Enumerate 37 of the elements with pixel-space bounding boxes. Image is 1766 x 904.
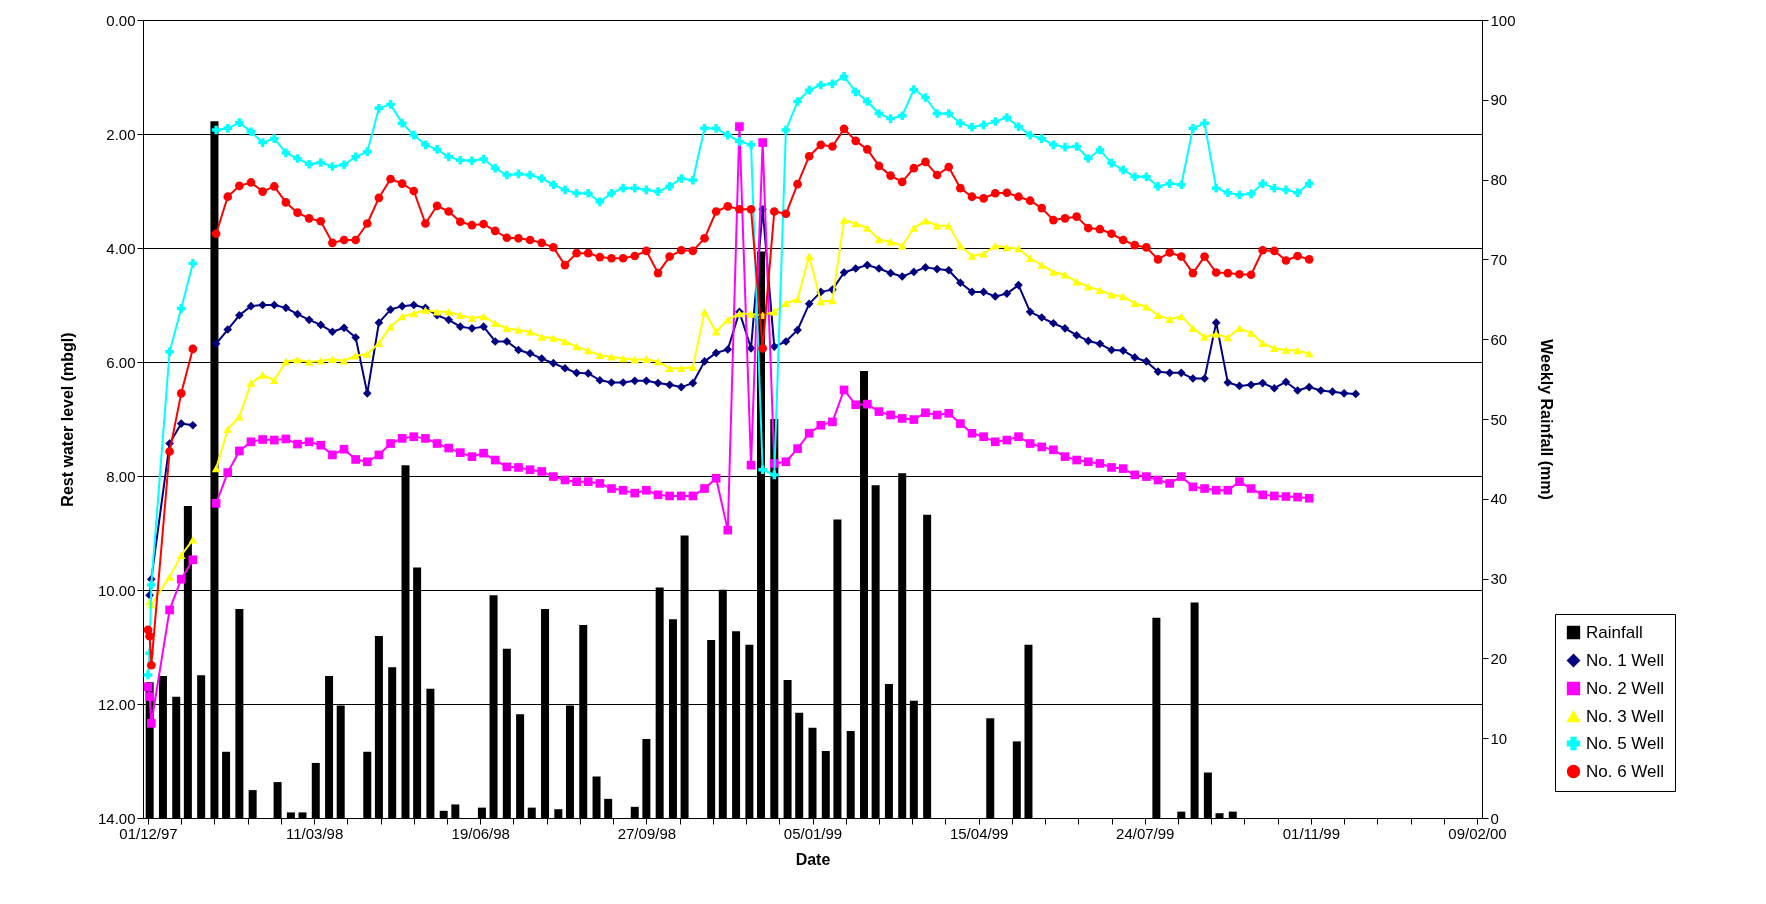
y-tick-label: 6.00 bbox=[106, 353, 136, 371]
y2-tick-label: 70 bbox=[1490, 250, 1508, 268]
y-axis-title: Rest water level (mbgl) bbox=[58, 332, 76, 507]
x-tick-label: 19/06/98 bbox=[451, 824, 510, 842]
legend-label: Rainfall bbox=[1586, 622, 1643, 642]
x-axis-title: Date bbox=[795, 850, 831, 868]
x-tick-label: 01/11/99 bbox=[1282, 824, 1341, 842]
legend-label: No. 5 Well bbox=[1586, 733, 1665, 753]
legend-label: No. 6 Well bbox=[1586, 761, 1665, 781]
y-tick-label: 2.00 bbox=[106, 125, 136, 143]
y2-tick-label: 60 bbox=[1490, 330, 1508, 348]
y2-tick-label: 50 bbox=[1490, 410, 1508, 428]
x-tick-label: 24/07/99 bbox=[1116, 824, 1175, 842]
x-tick-label: 09/02/00 bbox=[1448, 824, 1507, 842]
y2-axis-title: Weekly Rainfall (mm) bbox=[1537, 339, 1555, 500]
y-tick-label: 12.00 bbox=[97, 695, 136, 713]
y-tick-label: 8.00 bbox=[106, 467, 136, 485]
y-tick-label: 10.00 bbox=[97, 581, 136, 599]
y2-tick-label: 100 bbox=[1490, 11, 1516, 29]
y2-tick-label: 40 bbox=[1490, 490, 1508, 508]
y2-tick-label: 80 bbox=[1490, 171, 1508, 189]
x-tick-label: 15/04/99 bbox=[949, 824, 1009, 842]
x-tick-label: 05/01/99 bbox=[783, 824, 843, 842]
legend-label: No. 2 Well bbox=[1586, 678, 1665, 698]
y-tick-label: 14.00 bbox=[97, 809, 136, 827]
legend-label: No. 1 Well bbox=[1586, 650, 1665, 670]
y-tick-label: 0.00 bbox=[106, 11, 136, 29]
y2-tick-label: 20 bbox=[1490, 649, 1508, 667]
y2-tick-label: 90 bbox=[1490, 91, 1508, 109]
y-tick-label: 4.00 bbox=[106, 239, 136, 257]
legend-label: No. 3 Well bbox=[1586, 706, 1665, 726]
y2-tick-label: 10 bbox=[1490, 729, 1508, 747]
y2-tick-label: 0 bbox=[1490, 809, 1499, 827]
x-tick-label: 11/03/98 bbox=[285, 824, 344, 842]
x-tick-label: 01/12/97 bbox=[119, 824, 178, 842]
x-tick-label: 27/09/98 bbox=[617, 824, 677, 842]
y2-tick-label: 30 bbox=[1490, 570, 1508, 588]
